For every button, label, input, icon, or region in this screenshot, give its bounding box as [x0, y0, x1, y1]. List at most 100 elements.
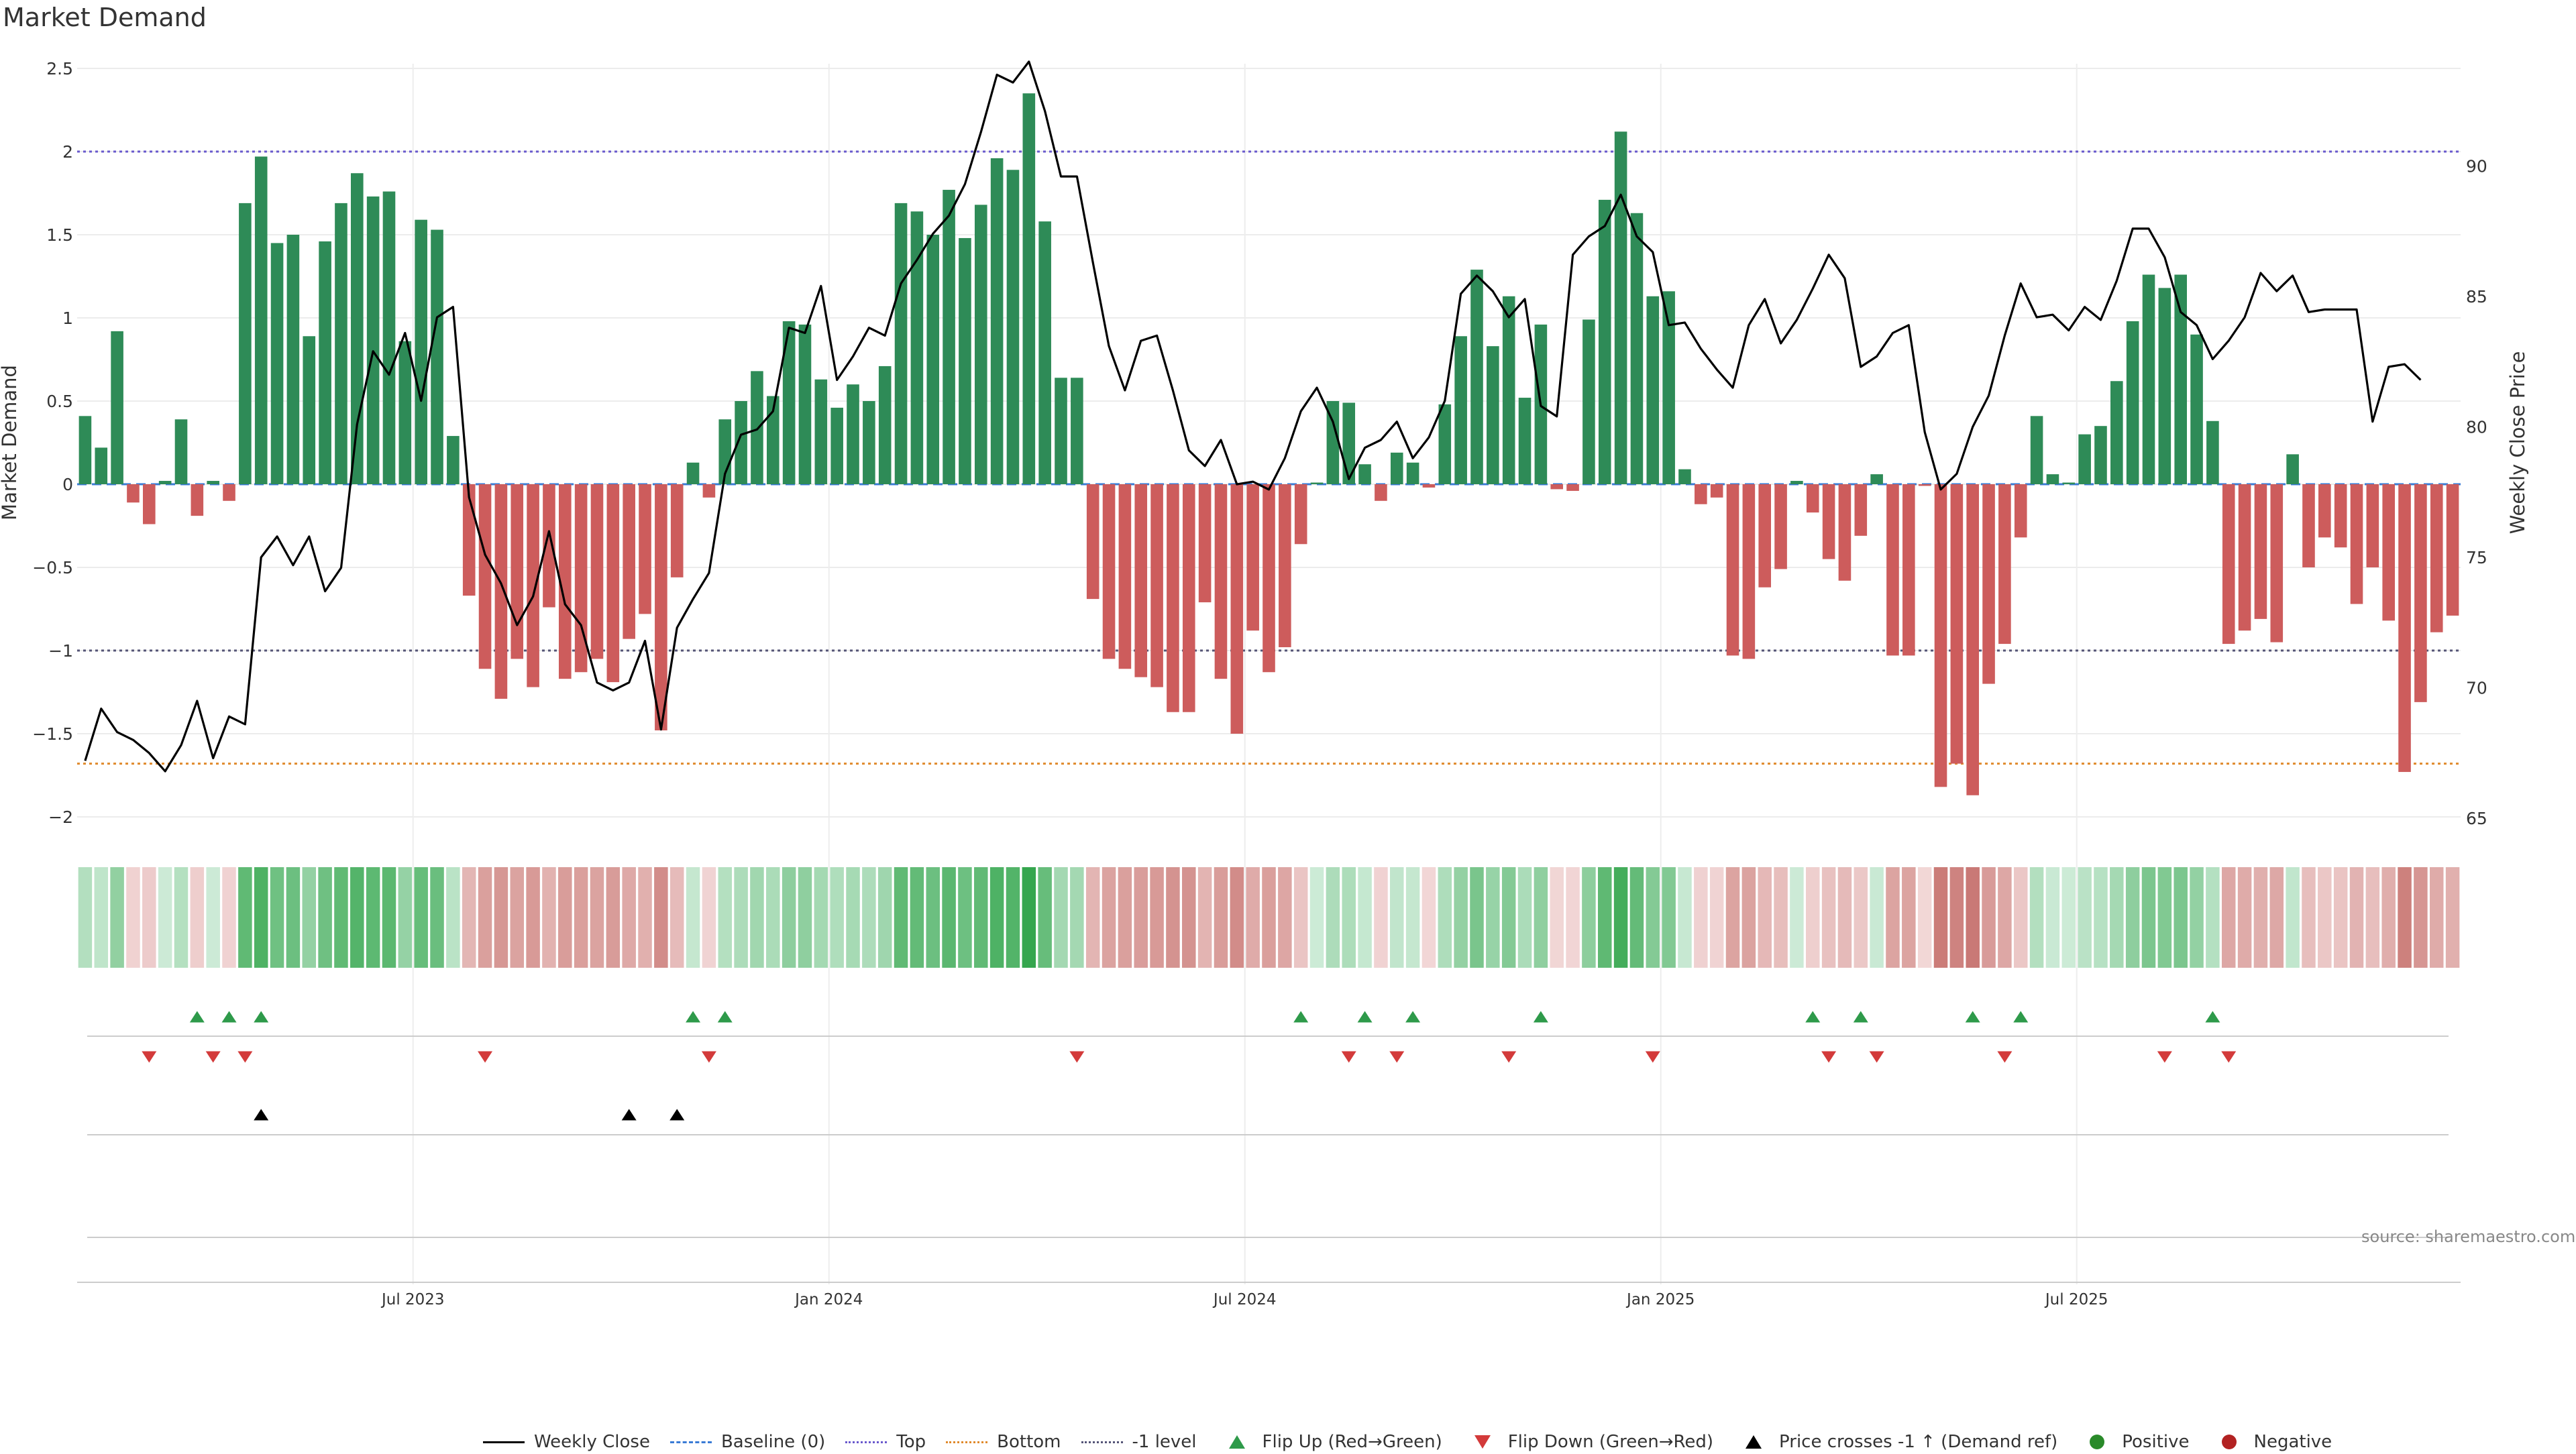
- legend-line-swatch: [946, 1441, 988, 1443]
- heat-cell: [1982, 867, 1996, 968]
- heat-cell: [1902, 867, 1916, 968]
- heat-cell: [1085, 867, 1100, 968]
- flip-up-marker: [2205, 1011, 2220, 1023]
- heat-cell: [1886, 867, 1900, 968]
- demand-bar: [1726, 484, 1739, 656]
- demand-bar: [335, 203, 347, 484]
- demand-bar: [1518, 398, 1532, 484]
- demand-bar: [1118, 484, 1132, 669]
- demand-bar: [2350, 484, 2363, 604]
- demand-bar: [2110, 381, 2123, 484]
- heat-cell: [366, 867, 380, 968]
- demand-bar: [1902, 484, 1915, 656]
- demand-bar: [2174, 274, 2188, 484]
- demand-bar: [1838, 484, 1851, 581]
- demand-bar: [511, 484, 524, 659]
- demand-bar: [2158, 288, 2171, 484]
- heat-cell: [1646, 867, 1660, 968]
- flip-down-marker: [237, 1051, 253, 1063]
- heat-cell: [430, 867, 444, 968]
- demand-bar: [1918, 484, 1931, 486]
- demand-bar: [606, 484, 620, 683]
- flip-up-marker: [1533, 1011, 1548, 1023]
- x-tick-label: Jan 2024: [794, 1291, 863, 1308]
- heat-cell: [1006, 867, 1020, 968]
- demand-bar: [558, 484, 572, 679]
- flip-up-marker: [189, 1011, 205, 1023]
- heat-cell: [1998, 867, 2012, 968]
- heat-cell: [766, 867, 780, 968]
- flip-up-marker: [1965, 1011, 1980, 1023]
- heat-cell: [286, 867, 301, 968]
- demand-bar: [431, 229, 443, 484]
- heat-cell: [2302, 867, 2316, 968]
- demand-bar: [1214, 484, 1228, 679]
- demand-bar: [527, 484, 539, 687]
- demand-bar: [1390, 452, 1403, 484]
- demand-bar: [1230, 484, 1244, 734]
- demand-bar: [847, 384, 859, 484]
- flip-up-marker: [686, 1011, 701, 1023]
- flip-down-marker: [1869, 1051, 1884, 1063]
- heat-cell: [494, 867, 508, 968]
- demand-bar: [1695, 484, 1707, 504]
- demand-bar: [1758, 484, 1772, 588]
- heat-cell: [1438, 867, 1452, 968]
- heat-cell: [1374, 867, 1388, 968]
- heat-cell: [638, 867, 652, 968]
- heat-cell: [1854, 867, 1868, 968]
- heat-cell: [1821, 867, 1836, 968]
- demand-bar: [1071, 378, 1083, 484]
- legend-item: Price crosses -1 ↑ (Demand ref): [1733, 1432, 2057, 1452]
- heat-cell: [2365, 867, 2380, 968]
- demand-bar: [959, 237, 971, 484]
- heat-cell: [1278, 867, 1292, 968]
- heat-cell: [2333, 867, 2348, 968]
- legend-line-swatch: [483, 1441, 525, 1443]
- heat-cell: [238, 867, 252, 968]
- demand-bar: [1614, 131, 1627, 485]
- heat-cell: [1805, 867, 1820, 968]
- heat-cell: [1054, 867, 1068, 968]
- demand-bar: [2318, 484, 2331, 538]
- demand-bar: [398, 341, 412, 484]
- demand-bar: [366, 196, 380, 484]
- heat-cell: [1949, 867, 1964, 968]
- demand-bar: [2382, 484, 2395, 621]
- heat-cell: [1405, 867, 1420, 968]
- demand-bar: [1006, 170, 1020, 484]
- heat-cell: [1246, 867, 1260, 968]
- demand-bar: [1950, 484, 1964, 764]
- heat-cell: [1598, 867, 1612, 968]
- x-tick-label: Jul 2024: [1212, 1291, 1277, 1308]
- heat-cell: [1102, 867, 1116, 968]
- demand-bar: [878, 366, 892, 484]
- demand-bar: [78, 416, 92, 484]
- heat-cell: [270, 867, 284, 968]
- heat-cell: [2445, 867, 2460, 968]
- demand-bar: [1678, 469, 1691, 484]
- heat-cell: [1678, 867, 1692, 968]
- demand-bar: [1454, 336, 1467, 484]
- flip-down-marker: [1997, 1051, 2012, 1063]
- signal-rows: [77, 1011, 2461, 1283]
- heat-cell: [78, 867, 93, 968]
- heat-cell: [1709, 867, 1724, 968]
- demand-bar: [1134, 484, 1148, 677]
- cross-up-icon: [1746, 1435, 1762, 1449]
- heat-cell: [2094, 867, 2108, 968]
- demand-bar: [623, 484, 635, 639]
- heat-cell: [2110, 867, 2124, 968]
- demand-bar: [798, 324, 812, 484]
- demand-bar: [2414, 484, 2427, 702]
- demand-bar: [1710, 484, 1723, 498]
- legend-item: Flip Up (Red→Green): [1217, 1432, 1442, 1452]
- demand-bar: [1150, 484, 1163, 687]
- demand-bar: [1982, 484, 1995, 684]
- flip-down-marker: [2157, 1051, 2172, 1063]
- y2-tick-label: 85: [2466, 287, 2487, 306]
- heat-cell: [398, 867, 413, 968]
- heat-cell: [1326, 867, 1340, 968]
- heat-cell: [1486, 867, 1500, 968]
- demand-bar: [1582, 319, 1595, 484]
